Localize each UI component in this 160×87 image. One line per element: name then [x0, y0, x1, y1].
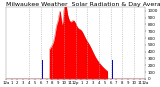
Text: Milwaukee Weather  Solar Radiation & Day Average per Minute W/m2 (Today): Milwaukee Weather Solar Radiation & Day … [6, 2, 160, 7]
